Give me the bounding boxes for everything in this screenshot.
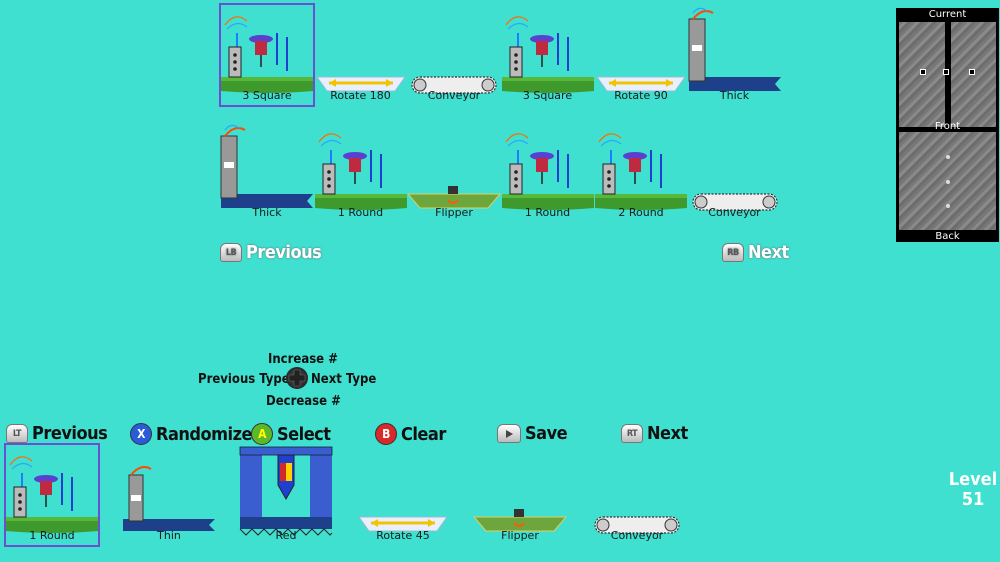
select-button[interactable]: A Select xyxy=(251,423,331,445)
rt-icon: RT xyxy=(621,424,643,443)
rb-next-label: Next xyxy=(748,242,789,263)
b-button-icon: B xyxy=(375,423,397,445)
conveyor-piece-icon xyxy=(594,516,680,534)
conveyor-piece-icon xyxy=(411,76,497,94)
x-button-icon: X xyxy=(130,423,152,445)
preview-panel: Current Front Back xyxy=(896,8,999,242)
row1-piece-square[interactable]: 3 Square xyxy=(501,5,594,105)
round-piece-icon xyxy=(501,133,594,210)
palette-piece-red[interactable]: Red xyxy=(239,445,333,545)
select-label: Select xyxy=(277,423,331,445)
a-button-icon: A xyxy=(251,423,273,445)
row1-piece-square[interactable]: 3 Square xyxy=(219,3,315,107)
lt-previous-label: Previous xyxy=(32,423,108,444)
randomize-button[interactable]: X Randomize xyxy=(130,423,252,445)
conveyor-piece-icon xyxy=(691,193,778,211)
hole-marker xyxy=(943,69,949,75)
piece-label: Rotate 45 xyxy=(376,529,430,542)
hole-marker xyxy=(969,69,975,75)
piece-label: 1 Round xyxy=(337,206,384,219)
piece-label: Red xyxy=(275,529,297,542)
row1-piece-rotate[interactable]: Rotate 180 xyxy=(315,5,407,105)
rb-icon: RB xyxy=(722,243,744,262)
piece-label: Flipper xyxy=(435,206,473,219)
save-label: Save xyxy=(525,423,568,444)
palette-piece-rotate[interactable]: Rotate 45 xyxy=(357,445,449,545)
row1-piece-rotate[interactable]: Rotate 90 xyxy=(595,5,687,105)
clear-label: Clear xyxy=(401,423,446,445)
row2-piece-conveyor[interactable]: Conveyor xyxy=(689,122,781,222)
randomize-label: Randomize xyxy=(156,423,252,445)
piece-label: 3 Square xyxy=(522,89,573,102)
row2-piece-round[interactable]: 2 Round xyxy=(595,122,687,222)
thick-piece-icon xyxy=(688,7,781,91)
rotate-piece-icon xyxy=(315,76,406,92)
palette-piece-thin[interactable]: Thin xyxy=(123,445,215,545)
lb-icon: LB xyxy=(220,243,242,262)
palette-piece-conveyor[interactable]: Conveyor xyxy=(591,445,683,545)
piece-label: Conveyor xyxy=(708,206,761,219)
round-piece-icon xyxy=(6,456,98,533)
square-piece-icon xyxy=(501,16,594,93)
row1-piece-thick[interactable]: Thick xyxy=(688,5,781,105)
lt-icon: LT xyxy=(6,424,28,443)
rotate-piece-icon xyxy=(358,516,448,532)
piece-label: Thin xyxy=(157,529,181,542)
palette-piece-flipper[interactable]: Flipper xyxy=(472,445,568,545)
dpad-icon xyxy=(286,367,308,389)
hole-marker xyxy=(946,155,950,159)
hole-marker xyxy=(946,204,950,208)
piece-label: Conveyor xyxy=(610,529,664,542)
lb-previous-label: Previous xyxy=(246,242,322,263)
piece-label: Rotate 90 xyxy=(614,89,668,102)
lt-previous-button[interactable]: LT Previous xyxy=(6,423,108,444)
rb-next-button[interactable]: RB Next xyxy=(722,242,789,263)
rt-next-button[interactable]: RT Next xyxy=(621,423,688,444)
square-piece-icon xyxy=(221,16,313,93)
start-button-icon xyxy=(497,424,521,443)
row2-piece-round[interactable]: 1 Round xyxy=(314,122,407,222)
thick-piece-icon xyxy=(220,124,313,208)
level-number: 51 xyxy=(961,489,985,510)
round-piece-icon xyxy=(595,133,687,210)
piece-label: Rotate 180 xyxy=(330,89,391,102)
dpad-previous-type-label: Previous Type xyxy=(198,372,290,387)
piece-label: 2 Round xyxy=(618,206,664,219)
piece-label: 3 Square xyxy=(242,89,292,102)
row2-piece-flipper[interactable]: Flipper xyxy=(406,122,502,222)
red-piece-icon xyxy=(239,446,333,536)
row1-piece-conveyor[interactable]: Conveyor xyxy=(408,5,500,105)
hole-marker xyxy=(920,69,926,75)
clear-button[interactable]: B Clear xyxy=(375,423,446,445)
flipper-piece-icon xyxy=(472,509,568,532)
preview-back-label: Back xyxy=(935,231,960,242)
dpad-decrease-label: Decrease # xyxy=(266,394,341,409)
dpad-next-type-label: Next Type xyxy=(311,372,377,387)
preview-current-label: Current xyxy=(928,9,967,20)
piece-label: Thick xyxy=(719,89,750,102)
save-button[interactable]: Save xyxy=(497,423,568,444)
preview-front-label: Front xyxy=(934,121,961,132)
piece-label: Flipper xyxy=(501,529,539,542)
row2-piece-thick[interactable]: Thick xyxy=(220,122,313,222)
row2-piece-round[interactable]: 1 Round xyxy=(501,122,594,222)
level-label: Level xyxy=(948,469,998,490)
piece-label: Thick xyxy=(252,206,282,219)
thin-piece-icon xyxy=(123,466,215,531)
palette-piece-round[interactable]: 1 Round xyxy=(4,443,100,547)
piece-label: 1 Round xyxy=(29,529,75,542)
flipper-piece-icon xyxy=(406,186,502,209)
hole-marker xyxy=(946,180,950,184)
dpad-increase-label: Increase # xyxy=(268,352,338,367)
rt-next-label: Next xyxy=(647,423,688,444)
rotate-piece-icon xyxy=(596,76,686,92)
piece-label: 1 Round xyxy=(524,206,571,219)
piece-label: Conveyor xyxy=(427,89,481,102)
level-indicator: Level 51 xyxy=(948,470,998,510)
lb-previous-button[interactable]: LB Previous xyxy=(220,242,322,263)
round-piece-icon xyxy=(314,133,407,210)
